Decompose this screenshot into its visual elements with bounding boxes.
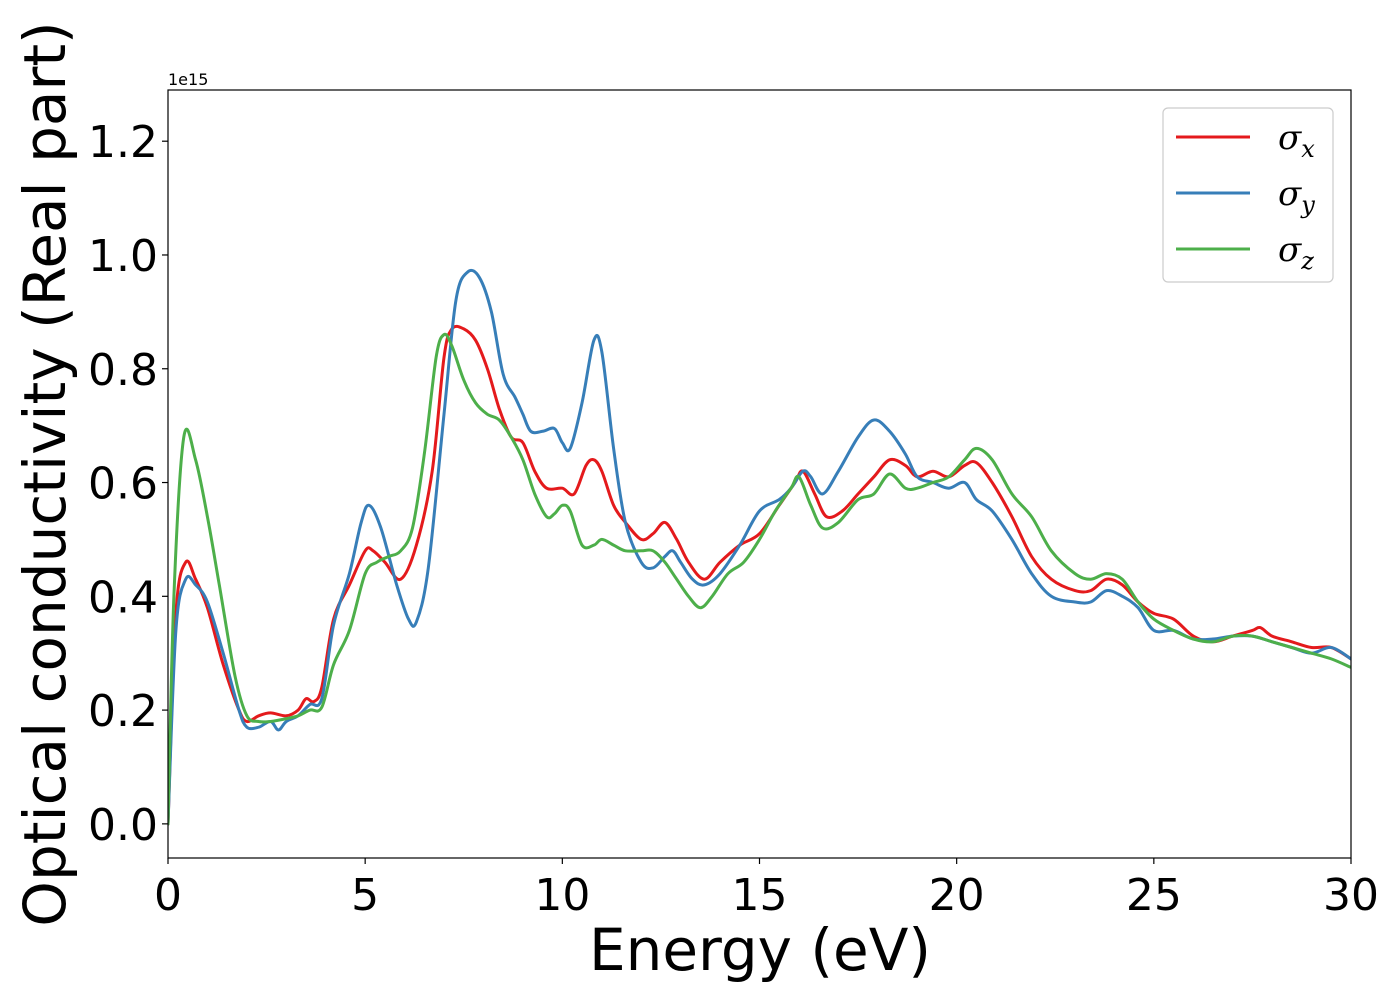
x-tick-label: 15	[732, 870, 788, 921]
y-tick-label: 0.2	[88, 686, 158, 737]
x-tick-label: 10	[534, 870, 590, 921]
series-line-x	[168, 324, 1351, 826]
series-line-z	[168, 332, 1351, 826]
legend-label-z: σz	[1278, 230, 1314, 275]
x-tick-label: 20	[929, 870, 985, 921]
legend-symbol: σ	[1278, 174, 1302, 214]
legend-box	[1162, 107, 1334, 283]
series-layer	[168, 268, 1351, 826]
y-tick-label: 1.0	[88, 231, 158, 282]
x-axis-title: Energy (eV)	[589, 916, 931, 984]
y-tick-label: 0.0	[88, 800, 158, 851]
y-tick-label: 1.2	[88, 117, 158, 168]
legend-label-x: σx	[1278, 118, 1315, 163]
legend-subscript: x	[1301, 135, 1315, 163]
legend-label-y: σy	[1278, 174, 1315, 219]
y-tick-label: 0.4	[88, 572, 158, 623]
x-tick-label: 0	[154, 870, 182, 921]
y-tick-label: 0.8	[88, 345, 158, 396]
x-tick-label: 5	[351, 870, 379, 921]
x-axis: 0 5 10 15 20 25 30	[154, 858, 1379, 921]
y-tick-label: 0.6	[88, 459, 158, 510]
legend-subscript: y	[1300, 191, 1315, 219]
legend-symbol: σ	[1278, 230, 1302, 270]
y-axis-title: Optical conductivity (Real part)	[11, 21, 79, 926]
series-line-y	[168, 268, 1351, 826]
y-axis: 0.0 0.2 0.4 0.6 0.8 1.0 1.2	[88, 117, 168, 851]
x-tick-label: 25	[1126, 870, 1182, 921]
legend-symbol: σ	[1278, 118, 1302, 158]
legend-subscript: z	[1300, 247, 1314, 275]
y-offset-label: 1e15	[168, 70, 208, 89]
x-tick-label: 30	[1323, 870, 1379, 921]
